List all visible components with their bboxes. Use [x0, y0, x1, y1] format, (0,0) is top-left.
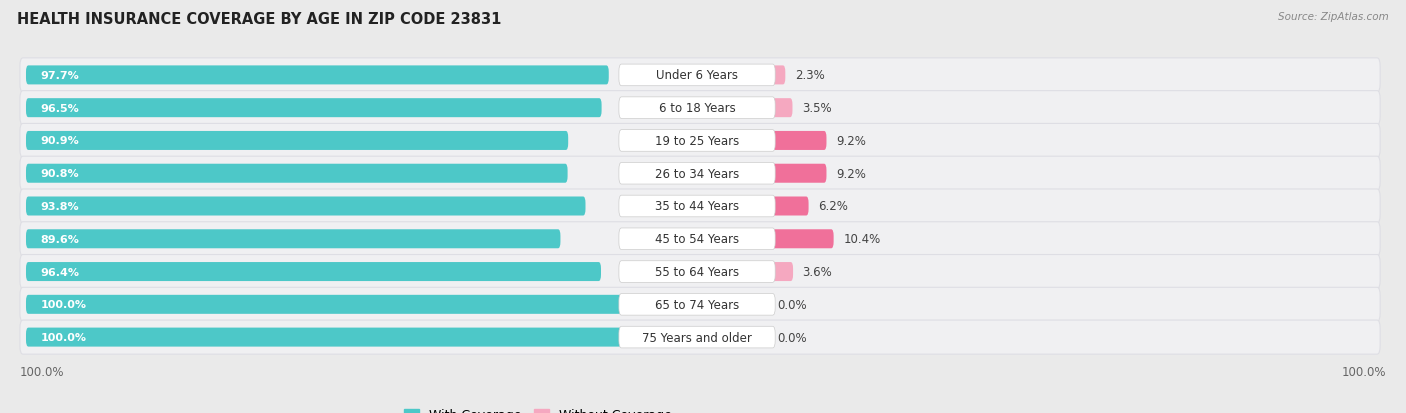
Legend: With Coverage, Without Coverage: With Coverage, Without Coverage [399, 404, 676, 413]
FancyBboxPatch shape [772, 230, 834, 249]
Text: 26 to 34 Years: 26 to 34 Years [655, 167, 740, 180]
FancyBboxPatch shape [619, 228, 775, 250]
FancyBboxPatch shape [25, 66, 609, 85]
FancyBboxPatch shape [25, 164, 568, 183]
Text: 100.0%: 100.0% [1341, 365, 1386, 378]
FancyBboxPatch shape [619, 97, 775, 119]
FancyBboxPatch shape [25, 295, 623, 314]
FancyBboxPatch shape [619, 261, 775, 282]
Text: Source: ZipAtlas.com: Source: ZipAtlas.com [1278, 12, 1389, 22]
FancyBboxPatch shape [619, 196, 775, 217]
Text: 19 to 25 Years: 19 to 25 Years [655, 135, 740, 147]
FancyBboxPatch shape [25, 99, 602, 118]
FancyBboxPatch shape [20, 59, 1381, 93]
Text: 100.0%: 100.0% [41, 332, 86, 342]
Text: 9.2%: 9.2% [837, 167, 866, 180]
FancyBboxPatch shape [20, 190, 1381, 223]
FancyBboxPatch shape [772, 132, 827, 151]
Text: 6.2%: 6.2% [818, 200, 848, 213]
Text: 100.0%: 100.0% [20, 365, 65, 378]
Text: 100.0%: 100.0% [41, 299, 86, 310]
FancyBboxPatch shape [25, 328, 623, 347]
Text: 55 to 64 Years: 55 to 64 Years [655, 266, 740, 278]
Text: 90.8%: 90.8% [41, 169, 79, 179]
FancyBboxPatch shape [20, 320, 1381, 354]
FancyBboxPatch shape [619, 65, 775, 86]
FancyBboxPatch shape [25, 262, 600, 281]
Text: 0.0%: 0.0% [778, 331, 807, 344]
FancyBboxPatch shape [20, 157, 1381, 191]
FancyBboxPatch shape [25, 230, 561, 249]
Text: 0.0%: 0.0% [778, 298, 807, 311]
FancyBboxPatch shape [772, 99, 793, 118]
Text: 90.9%: 90.9% [41, 136, 79, 146]
Text: 96.4%: 96.4% [41, 267, 79, 277]
Text: HEALTH INSURANCE COVERAGE BY AGE IN ZIP CODE 23831: HEALTH INSURANCE COVERAGE BY AGE IN ZIP … [17, 12, 502, 27]
FancyBboxPatch shape [25, 197, 585, 216]
FancyBboxPatch shape [772, 164, 827, 183]
Text: 89.6%: 89.6% [41, 234, 79, 244]
Text: 96.5%: 96.5% [41, 103, 79, 114]
Text: 10.4%: 10.4% [844, 233, 880, 246]
FancyBboxPatch shape [619, 327, 775, 348]
Text: 75 Years and older: 75 Years and older [643, 331, 752, 344]
FancyBboxPatch shape [20, 287, 1381, 322]
Text: 45 to 54 Years: 45 to 54 Years [655, 233, 740, 246]
FancyBboxPatch shape [25, 132, 568, 151]
FancyBboxPatch shape [772, 66, 786, 85]
FancyBboxPatch shape [772, 262, 793, 281]
Text: 2.3%: 2.3% [794, 69, 824, 82]
FancyBboxPatch shape [619, 294, 775, 316]
Text: 6 to 18 Years: 6 to 18 Years [658, 102, 735, 115]
Text: 93.8%: 93.8% [41, 202, 79, 211]
Text: 97.7%: 97.7% [41, 71, 79, 81]
FancyBboxPatch shape [619, 163, 775, 185]
FancyBboxPatch shape [772, 197, 808, 216]
FancyBboxPatch shape [20, 124, 1381, 158]
FancyBboxPatch shape [619, 131, 775, 152]
Text: 9.2%: 9.2% [837, 135, 866, 147]
FancyBboxPatch shape [20, 91, 1381, 126]
Text: 3.6%: 3.6% [803, 266, 832, 278]
Text: 3.5%: 3.5% [801, 102, 831, 115]
Text: Under 6 Years: Under 6 Years [657, 69, 738, 82]
Text: 35 to 44 Years: 35 to 44 Years [655, 200, 740, 213]
FancyBboxPatch shape [20, 255, 1381, 289]
FancyBboxPatch shape [20, 222, 1381, 256]
Text: 65 to 74 Years: 65 to 74 Years [655, 298, 740, 311]
